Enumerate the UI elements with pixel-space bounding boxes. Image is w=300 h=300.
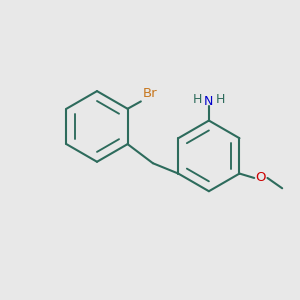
Text: Br: Br <box>142 87 157 100</box>
Text: H: H <box>215 93 225 106</box>
Text: H: H <box>193 93 202 106</box>
Text: O: O <box>256 172 266 184</box>
Text: N: N <box>204 95 214 108</box>
